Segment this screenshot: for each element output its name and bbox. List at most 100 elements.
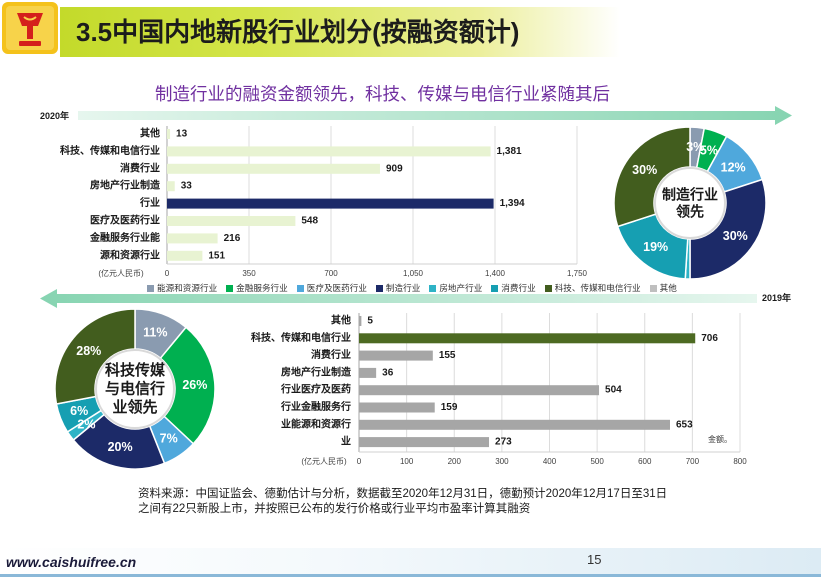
chart-legend: 能源和资源行业 金融服务行业 医疗及医药行业 制造行业 房地产行业 消费行业 科… <box>147 283 686 293</box>
x-tick-label: 800 <box>733 457 747 466</box>
x-tick-label: 350 <box>242 269 256 278</box>
donut-hole <box>654 167 726 239</box>
title-banner <box>60 7 620 57</box>
legend-swatch <box>147 284 154 292</box>
category-label: 医疗及医药行业 <box>90 214 160 227</box>
slice-percent-label: 30% <box>723 229 748 243</box>
bar <box>167 250 203 261</box>
bar <box>167 129 171 139</box>
timeline-arrow-right-icon <box>78 106 792 125</box>
x-tick-label: 600 <box>638 457 652 466</box>
bar-value-label: 909 <box>386 163 403 174</box>
donut-center-label: 科技传媒 <box>105 361 166 379</box>
logo-emblem-icon <box>0 0 60 56</box>
legend-swatch <box>226 284 234 292</box>
slice-percent-label: 19% <box>643 240 668 254</box>
legend-swatch <box>429 284 437 292</box>
donut-center-label: 业领先 <box>112 398 157 416</box>
slice-percent-label: 28% <box>76 344 101 358</box>
bar-value-label: 273 <box>495 437 512 448</box>
bar <box>167 146 491 157</box>
legend-label: 制造行业 <box>385 283 421 293</box>
x-tick-label: 1,750 <box>567 269 588 278</box>
x-tick-label: 500 <box>590 457 604 466</box>
donut-center-label: 领先 <box>676 204 704 220</box>
bar-value-label: 653 <box>676 419 693 430</box>
category-label: 其他 <box>140 127 160 140</box>
category-label: 消费行业 <box>311 348 351 361</box>
category-label: 金融服务行业能 <box>89 231 160 244</box>
x-tick-label: 200 <box>448 457 462 466</box>
slice-percent-label: 7% <box>160 432 178 446</box>
x-axis-unit-label: (亿元人民币) <box>301 456 347 466</box>
donut-center-label: 与电信行 <box>105 380 165 398</box>
x-axis-unit-label: (亿元人民币) <box>98 268 144 278</box>
x-tick-label: 1,050 <box>403 269 424 278</box>
category-label: 消费行业 <box>120 161 160 174</box>
source-note: 资料来源：中国证监会、德勤估计与分析，数据截至2020年12月31日，德勤预计2… <box>138 487 667 517</box>
x-tick-label: 400 <box>543 457 557 466</box>
category-label: 科技、传媒和电信行业 <box>60 144 160 157</box>
bar <box>359 367 377 378</box>
legend-item: 医疗及医药行业 <box>296 283 367 293</box>
legend-item: 房地产行业 <box>429 283 482 293</box>
bar <box>359 316 362 326</box>
bar-value-label: 216 <box>224 233 241 244</box>
page-title: 3.5中国内地新股行业划分(按融资额计) <box>76 17 520 47</box>
legend-label: 其他 <box>659 283 677 293</box>
bar-value-label: 159 <box>441 402 458 413</box>
legend-label: 房地产行业 <box>439 283 483 293</box>
bar <box>167 181 175 192</box>
slice-percent-label: 26% <box>182 378 207 392</box>
slice-percent-label: 5% <box>700 143 718 157</box>
legend-swatch <box>544 284 552 292</box>
donut-hole <box>95 349 175 429</box>
period-label-top: 2020年 <box>40 111 70 121</box>
category-label: 行业金融服务行 <box>280 400 351 413</box>
bar-value-label: 706 <box>701 333 718 344</box>
x-tick-label: 0 <box>165 269 170 278</box>
legend-item: 制造行业 <box>375 283 421 293</box>
bar-value-label: 155 <box>439 350 456 361</box>
bar-value-label: 36 <box>382 367 394 378</box>
category-label: 业能源和资源行 <box>281 417 351 430</box>
bar-chart-top: 0 350 700 1,050 1,400 1,750 (亿元人民币) 其他 13 科技、传媒和电… <box>60 126 588 278</box>
legend-item: 能源和资源行业 <box>147 283 217 293</box>
legend-item: 消费行业 <box>491 283 536 293</box>
category-label: 房地产行业制造 <box>90 179 161 192</box>
category-label: 业 <box>341 435 351 448</box>
slice-percent-label: 20% <box>108 440 133 454</box>
category-label: 科技、传媒和电信行业 <box>251 331 351 344</box>
bar <box>167 163 380 174</box>
x-tick-label: 1,400 <box>485 269 506 278</box>
source-line: 资料来源：中国证监会、德勤估计与分析，数据截至2020年12月31日，德勤预计2… <box>138 488 668 500</box>
legend-label: 能源和资源行业 <box>157 283 218 293</box>
category-label: 行业医疗及医药 <box>280 383 351 396</box>
bar-chart-bottom: 0 100 200 300 400 500 600 700 800 (亿元人民币) 其他 5 科技、传媒… <box>251 313 747 466</box>
bar-value-label: 33 <box>181 181 193 192</box>
bar-value-label: 151 <box>208 250 225 261</box>
category-label: 其他 <box>331 314 351 327</box>
legend-label: 医疗及医药行业 <box>306 283 367 293</box>
legend-label: 科技、传媒和电信行业 <box>554 283 641 293</box>
legend-label: 消费行业 <box>501 283 536 293</box>
bar-value-label: 1,381 <box>497 146 522 157</box>
slice-percent-label: 2% <box>77 417 95 431</box>
bar-value-label: 504 <box>605 385 622 396</box>
timeline-arrow-left-icon <box>40 289 757 308</box>
legend-swatch <box>649 284 657 292</box>
website-url: www.caishuifree.cn <box>6 554 137 570</box>
slide-subtitle: 制造行业的融资金额领先，科技、传媒与电信行业紧随其后 <box>155 84 610 104</box>
legend-item: 金融服务行业 <box>226 283 288 293</box>
slice-percent-label: 30% <box>632 163 657 177</box>
bar <box>359 437 490 448</box>
bar-value-label: 5 <box>367 316 373 327</box>
donut-center-label: 制造行业 <box>662 187 718 203</box>
bar-value-label: 13 <box>176 129 188 140</box>
legend-swatch <box>296 284 304 292</box>
bar <box>359 419 670 430</box>
legend-item: 其他 <box>649 283 677 293</box>
footer-band <box>0 548 821 577</box>
